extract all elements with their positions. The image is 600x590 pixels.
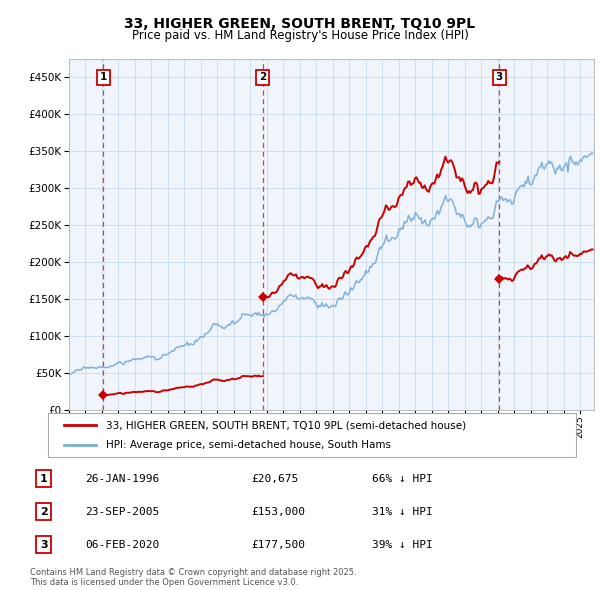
Text: £20,675: £20,675 (251, 474, 298, 484)
Text: 23-SEP-2005: 23-SEP-2005 (85, 507, 160, 517)
Text: 2: 2 (40, 507, 47, 517)
Text: Price paid vs. HM Land Registry's House Price Index (HPI): Price paid vs. HM Land Registry's House … (131, 30, 469, 42)
Text: 26-JAN-1996: 26-JAN-1996 (85, 474, 160, 484)
Text: 39% ↓ HPI: 39% ↓ HPI (372, 540, 433, 550)
Text: 33, HIGHER GREEN, SOUTH BRENT, TQ10 9PL: 33, HIGHER GREEN, SOUTH BRENT, TQ10 9PL (124, 17, 476, 31)
Text: £177,500: £177,500 (251, 540, 305, 550)
Text: 2: 2 (259, 73, 266, 83)
Text: 1: 1 (100, 73, 107, 83)
Text: HPI: Average price, semi-detached house, South Hams: HPI: Average price, semi-detached house,… (106, 440, 391, 450)
Text: 3: 3 (496, 73, 503, 83)
Text: 3: 3 (40, 540, 47, 550)
Text: 31% ↓ HPI: 31% ↓ HPI (372, 507, 433, 517)
Text: £153,000: £153,000 (251, 507, 305, 517)
Text: Contains HM Land Registry data © Crown copyright and database right 2025.
This d: Contains HM Land Registry data © Crown c… (30, 568, 356, 587)
Bar (69, 59, 594, 410)
Text: 33, HIGHER GREEN, SOUTH BRENT, TQ10 9PL (semi-detached house): 33, HIGHER GREEN, SOUTH BRENT, TQ10 9PL … (106, 421, 466, 430)
Text: 1: 1 (40, 474, 47, 484)
Text: 06-FEB-2020: 06-FEB-2020 (85, 540, 160, 550)
Text: 66% ↓ HPI: 66% ↓ HPI (372, 474, 433, 484)
